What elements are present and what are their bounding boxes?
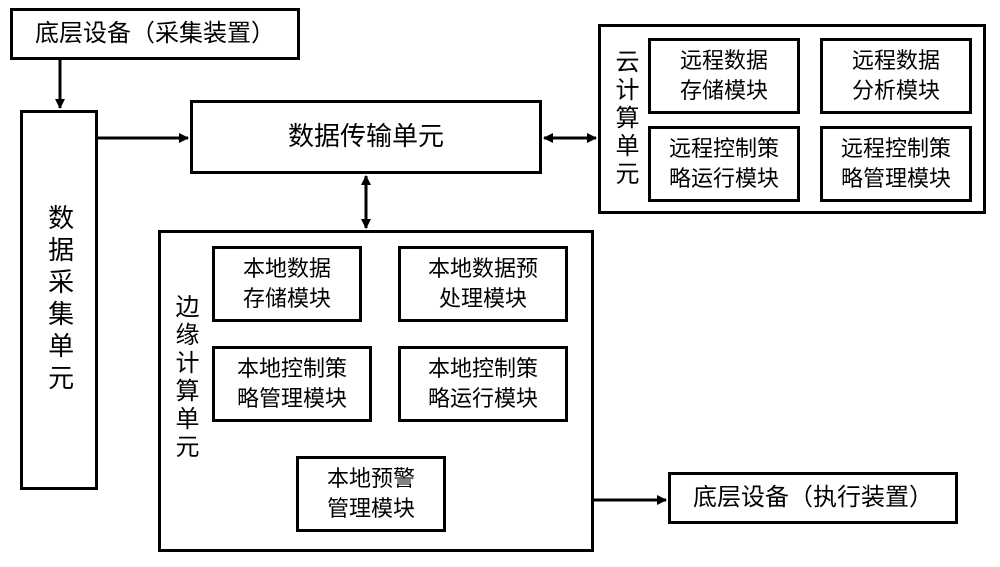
edge-module-2: 本地数据预 处理模块 bbox=[398, 246, 568, 322]
label: 远程数据 分析模块 bbox=[852, 46, 940, 105]
node-bottom-device-collect: 底层设备（采集装置） bbox=[10, 8, 300, 60]
label: 本地数据预 处理模块 bbox=[428, 254, 538, 313]
label: 远程控制策 略运行模块 bbox=[669, 134, 779, 193]
edge-module-1: 本地数据 存储模块 bbox=[212, 246, 362, 322]
label: 本地控制策 略管理模块 bbox=[237, 354, 347, 413]
label: 本地控制策 略运行模块 bbox=[428, 354, 538, 413]
label: 数据采集单元 bbox=[43, 204, 74, 396]
node-bottom-device-exec: 底层设备（执行装置） bbox=[668, 472, 958, 524]
edge-module-3: 本地控制策 略管理模块 bbox=[212, 346, 372, 422]
node-data-transfer-unit: 数据传输单元 bbox=[190, 100, 542, 174]
diagram-stage: 底层设备（采集装置） 数据采集单元 数据传输单元 云计算单元 远程数据 存储模块… bbox=[0, 0, 1000, 567]
cloud-label: 云计算单元 bbox=[608, 44, 638, 194]
label: 云计算单元 bbox=[611, 49, 637, 189]
cloud-module-1: 远程数据 存储模块 bbox=[648, 38, 800, 114]
edge-label: 边缘计算单元 bbox=[168, 268, 198, 488]
cloud-module-4: 远程控制策 略管理模块 bbox=[820, 126, 972, 202]
label: 底层设备（执行装置） bbox=[693, 482, 933, 514]
node-data-collect-unit: 数据采集单元 bbox=[20, 110, 98, 490]
label: 远程数据 存储模块 bbox=[680, 46, 768, 105]
cloud-module-2: 远程数据 分析模块 bbox=[820, 38, 972, 114]
edge-module-4: 本地控制策 略运行模块 bbox=[398, 346, 568, 422]
edge-module-5: 本地预警 管理模块 bbox=[296, 456, 446, 532]
label: 远程控制策 略管理模块 bbox=[841, 134, 951, 193]
label: 数据传输单元 bbox=[288, 119, 444, 154]
cloud-module-3: 远程控制策 略运行模块 bbox=[648, 126, 800, 202]
label: 底层设备（采集装置） bbox=[35, 18, 275, 50]
label: 本地数据 存储模块 bbox=[243, 254, 331, 313]
label: 边缘计算单元 bbox=[171, 294, 197, 462]
label: 本地预警 管理模块 bbox=[327, 464, 415, 523]
